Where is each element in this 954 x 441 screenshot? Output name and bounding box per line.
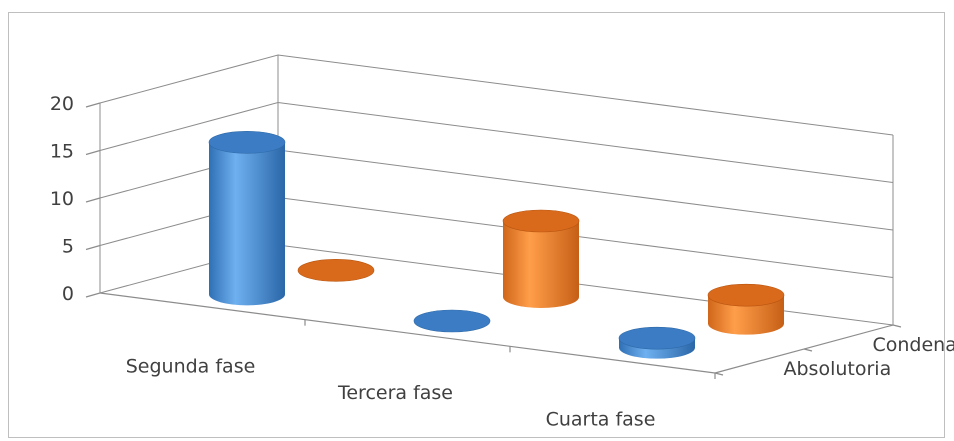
bar-cylinder bbox=[707, 283, 785, 335]
y-tick-mark bbox=[85, 292, 101, 298]
bar-top bbox=[707, 283, 785, 307]
bar-body bbox=[209, 142, 285, 306]
bar-top bbox=[413, 309, 491, 333]
depth-tick-mark bbox=[803, 348, 813, 352]
y-axis-ticks: 0 5 10 15 20 bbox=[50, 93, 101, 305]
bar-cylinder bbox=[502, 209, 580, 308]
bar-cylinder bbox=[618, 326, 696, 359]
bar-top bbox=[208, 131, 286, 154]
x-category-label: Segunda fase bbox=[126, 355, 256, 377]
series-axis-label: Absolutoria bbox=[784, 358, 892, 380]
bar-cylinder bbox=[208, 131, 286, 306]
y-tick-mark bbox=[85, 149, 101, 156]
y-tick-label: 20 bbox=[50, 93, 74, 115]
bar-cylinder bbox=[297, 259, 375, 282]
y-tick-mark bbox=[85, 244, 101, 251]
y-tick-label: 10 bbox=[50, 188, 74, 210]
bar-body bbox=[503, 221, 579, 308]
bar-top bbox=[297, 259, 375, 282]
y-tick-mark bbox=[85, 102, 101, 108]
bar-body bbox=[708, 295, 784, 335]
depth-tick-mark bbox=[892, 324, 902, 328]
category-labels: Segunda fase Tercera fase Cuarta fase bbox=[126, 355, 656, 430]
bar-top bbox=[618, 326, 696, 350]
x-category-label: Cuarta fase bbox=[546, 409, 656, 431]
chart-frame bbox=[8, 12, 945, 438]
gridline bbox=[99, 54, 894, 136]
y-tick-label: 5 bbox=[62, 236, 74, 258]
x-axis-line bbox=[99, 292, 716, 374]
series-axis-label: Condenatoria bbox=[873, 334, 954, 356]
grid bbox=[99, 54, 902, 379]
y-tick-label: 0 bbox=[62, 283, 74, 305]
bars bbox=[208, 131, 785, 359]
y-tick-label: 15 bbox=[50, 141, 74, 163]
depth-tick-mark bbox=[714, 372, 724, 376]
bar-cylinder bbox=[413, 309, 491, 333]
y-tick-mark bbox=[85, 197, 101, 203]
x-category-label: Tercera fase bbox=[337, 382, 453, 404]
series-labels: AbsolutoriaCondenatoria bbox=[784, 334, 954, 380]
bar-top bbox=[502, 209, 580, 233]
